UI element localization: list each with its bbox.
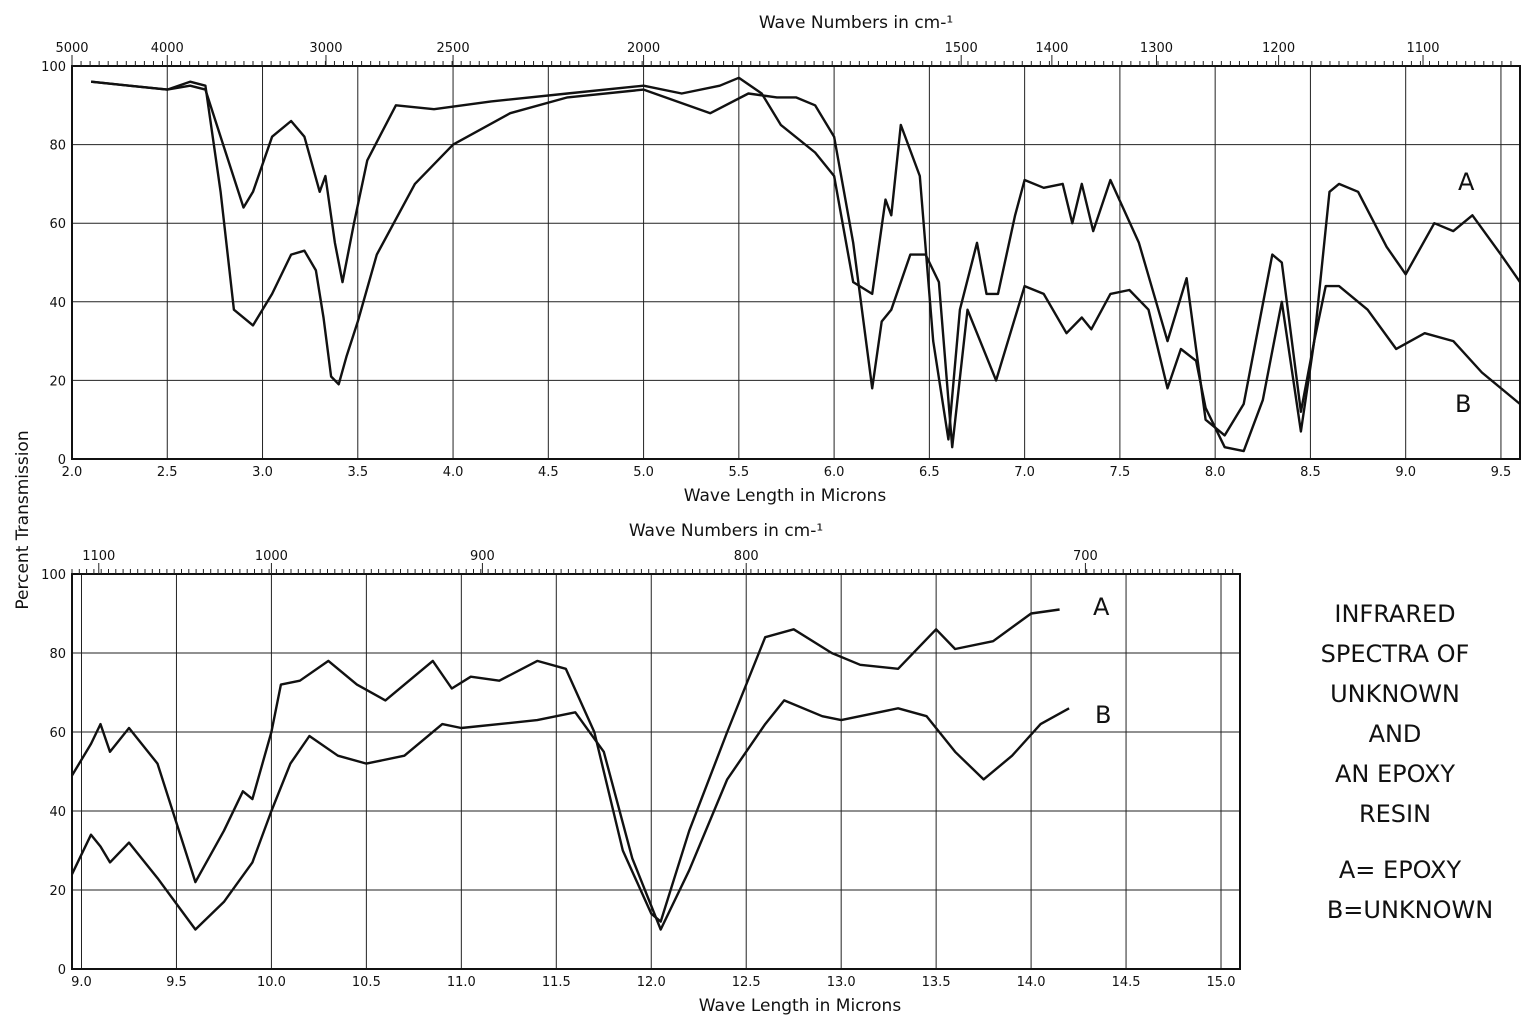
x-tick-label: 2.0	[62, 465, 83, 480]
x-tick-label: 13.0	[827, 975, 856, 990]
chart-panel-top: 0 20 40 60 80 100 2.0 2.5 3.0 3.5 4.0 4.5 5.0 5.5 6.0 6…	[41, 13, 1521, 506]
legend-entry-b: B=UNKNOWN	[1327, 896, 1493, 924]
legend: A= EPOXY B=UNKNOWN	[1327, 856, 1493, 924]
x-axis-title: Wave Length in Microns	[684, 486, 887, 506]
x-tick-label: 6.5	[919, 465, 940, 480]
y-tick-label: 100	[41, 60, 66, 75]
x-tick-label: 9.5	[166, 975, 187, 990]
x-tick-label: 14.5	[1112, 975, 1141, 990]
x-tick-label: 12.0	[637, 975, 666, 990]
x-tick-label: 7.0	[1014, 465, 1035, 480]
x-tick-label: 12.5	[732, 975, 761, 990]
x-tick-label: 11.5	[542, 975, 571, 990]
y-tick-label: 80	[49, 647, 66, 662]
plot-frame	[71, 573, 1241, 970]
x-axis-title: Wave Length in Microns	[699, 996, 902, 1016]
curve-label-a: A	[1458, 168, 1475, 196]
y-tick-label: 40	[49, 296, 66, 311]
curve-label-b: B	[1095, 701, 1111, 729]
series-line-b	[90, 80, 1521, 453]
x-tick-label: 9.5	[1491, 465, 1512, 480]
top-tick-label: 900	[470, 549, 495, 564]
x-tick-label: 13.5	[922, 975, 951, 990]
x-tick-label: 3.0	[252, 465, 273, 480]
x-tick-label: 7.5	[1110, 465, 1131, 480]
y-tick-label: 60	[49, 726, 66, 741]
x-tick-label: 11.0	[447, 975, 476, 990]
x-tick-label: 3.5	[347, 465, 368, 480]
top-tick-label: 1500	[945, 41, 978, 56]
top-tick-label: 1000	[255, 549, 288, 564]
top-tick-label: 800	[734, 549, 759, 564]
y-tick-label: 40	[49, 805, 66, 820]
top-tick-label: 1300	[1140, 41, 1173, 56]
y-tick-label: 20	[49, 884, 66, 899]
top-axis-title: Wave Numbers in cm-¹	[629, 521, 823, 541]
x-tick-label: 9.0	[71, 975, 92, 990]
series-line-a	[70, 608, 1060, 923]
top-tick-label: 700	[1073, 549, 1098, 564]
y-tick-label: 100	[41, 568, 66, 583]
y-tick-label: 0	[58, 963, 66, 978]
side-title: INFRARED SPECTRA OF UNKNOWN AND AN EPOXY…	[1321, 600, 1470, 828]
y-tick-label: 20	[49, 374, 66, 389]
top-axis-title: Wave Numbers in cm-¹	[759, 13, 953, 33]
side-title-line: RESIN	[1359, 800, 1431, 828]
top-tick-label: 3000	[309, 41, 342, 56]
x-tick-label: 4.0	[443, 465, 464, 480]
x-tick-label: 9.0	[1395, 465, 1416, 480]
x-tick-label: 5.0	[633, 465, 654, 480]
top-tick-label: 2500	[437, 41, 470, 56]
top-tick-label: 1100	[82, 549, 115, 564]
y-axis-label: Percent Transmission	[13, 430, 33, 609]
y-tick-label: 80	[49, 139, 66, 154]
x-tick-label: 15.0	[1207, 975, 1236, 990]
x-tick-label: 6.0	[824, 465, 845, 480]
curve-label-a: A	[1093, 593, 1110, 621]
series-line-b	[70, 699, 1070, 931]
legend-entry-a: A= EPOXY	[1339, 856, 1462, 884]
side-title-line: SPECTRA OF	[1321, 640, 1470, 668]
top-tick-label: 2000	[627, 41, 660, 56]
y-tick-label: 0	[58, 453, 66, 468]
side-title-line: INFRARED	[1334, 600, 1455, 628]
x-tick-label: 4.5	[538, 465, 559, 480]
x-tick-label: 5.5	[728, 465, 749, 480]
side-title-line: UNKNOWN	[1330, 680, 1460, 708]
side-title-line: AND	[1369, 720, 1422, 748]
x-tick-label: 14.0	[1017, 975, 1046, 990]
y-tick-label: 60	[49, 217, 66, 232]
curve-label-b: B	[1455, 390, 1471, 418]
top-tick-label: 1100	[1406, 41, 1439, 56]
top-tick-label: 4000	[151, 41, 184, 56]
x-tick-label: 10.0	[257, 975, 286, 990]
x-tick-label: 8.5	[1300, 465, 1321, 480]
x-tick-label: 2.5	[157, 465, 178, 480]
top-tick-label: 1200	[1262, 41, 1295, 56]
series-line-a	[90, 76, 1521, 441]
chart-panel-bottom: 0 20 40 60 80 100 9.0 9.5 10.0 10.5 11.0 11.5 12.0 12…	[41, 521, 1241, 1016]
top-tick-label: 5000	[55, 41, 88, 56]
x-tick-label: 8.0	[1205, 465, 1226, 480]
x-tick-label: 10.5	[352, 975, 381, 990]
side-title-line: AN EPOXY	[1335, 760, 1455, 788]
top-tick-label: 1400	[1035, 41, 1068, 56]
